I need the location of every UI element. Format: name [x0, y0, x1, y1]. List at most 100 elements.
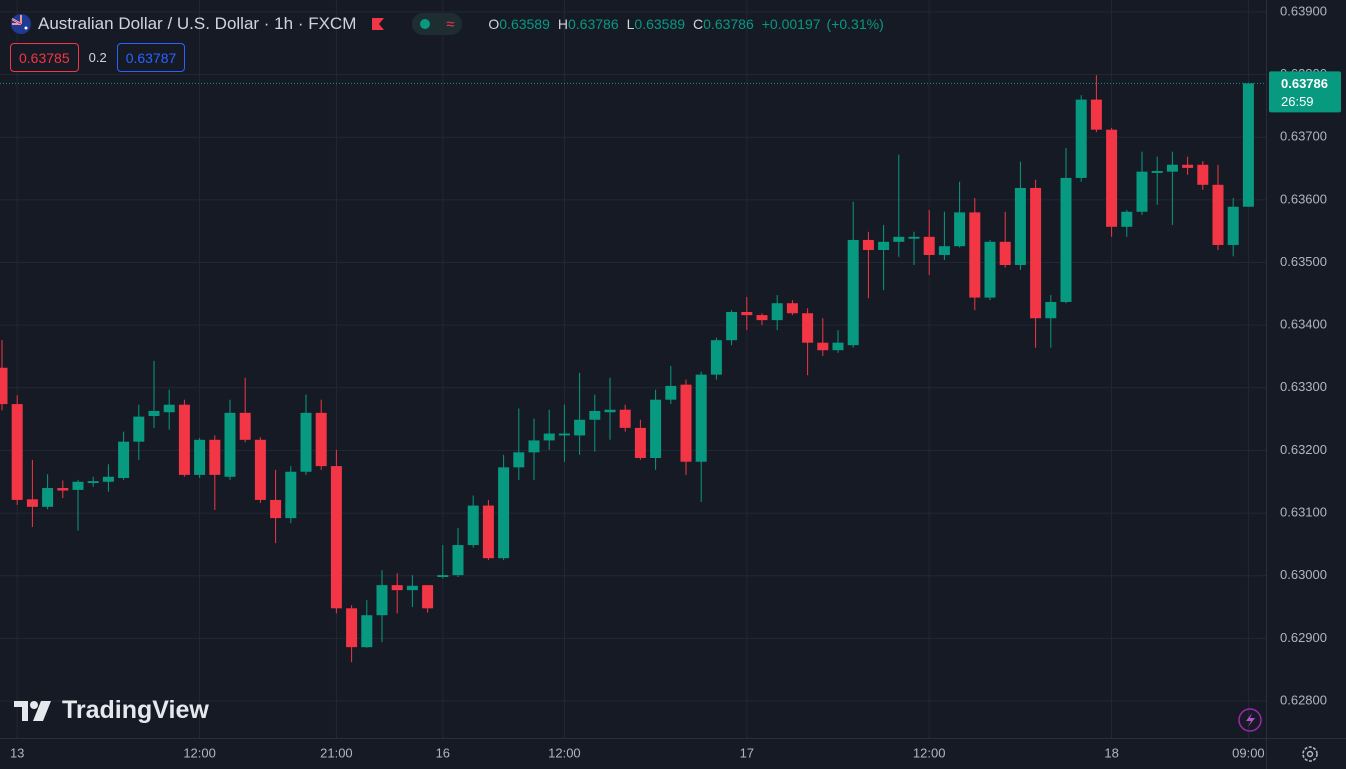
- candle-body: [1151, 171, 1163, 173]
- bid[interactable]: 0.63785: [10, 43, 79, 72]
- candle-body: [589, 410, 601, 420]
- watermark-logo: [14, 700, 51, 721]
- candle-body: [391, 585, 403, 591]
- candle-body: [513, 452, 525, 468]
- candle-body: [528, 440, 540, 453]
- y-tick-label: 0.63400: [1280, 317, 1327, 332]
- candle-body: [376, 585, 388, 616]
- last-price-tag: [1269, 71, 1341, 113]
- candle-body: [923, 236, 935, 255]
- candle-body: [87, 481, 99, 484]
- y-tick-label: 0.62800: [1280, 692, 1327, 707]
- candle-body: [680, 384, 692, 462]
- legend-value: 0.63786: [568, 16, 619, 32]
- candle-body: [802, 313, 814, 343]
- x-tick-label: 16: [436, 745, 450, 760]
- candle-body: [786, 303, 798, 314]
- spread: 0.2: [88, 50, 107, 65]
- candle-body: [239, 412, 251, 440]
- candle-body: [984, 241, 996, 298]
- candle-body: [1197, 164, 1209, 185]
- candle-body: [1227, 206, 1239, 245]
- candle-body: [634, 427, 646, 458]
- status-dot: [420, 19, 431, 29]
- symbol-title[interactable]: Australian Dollar / U.S. Dollar · 1h · F…: [38, 14, 357, 33]
- ask[interactable]: 0.63787: [116, 43, 186, 72]
- candle-body: [1106, 129, 1118, 227]
- candle-body: [558, 433, 570, 436]
- candle-body: [300, 412, 312, 472]
- y-tick-label: 0.63900: [1280, 3, 1327, 18]
- candle-body: [1166, 164, 1178, 172]
- last-price-label: 0.63786: [1281, 76, 1328, 91]
- candle-body: [437, 575, 449, 577]
- candle-body: [619, 409, 631, 428]
- market-status[interactable]: ≈: [412, 13, 463, 35]
- candle-body: [741, 311, 753, 316]
- legend-letter: C: [693, 16, 704, 32]
- candle-body: [938, 246, 950, 255]
- countdown-label: 26:59: [1281, 94, 1314, 109]
- candle-body: [42, 488, 54, 507]
- candle-body: [118, 441, 130, 479]
- legend-value: 0.63786: [703, 16, 754, 32]
- y-tick-label: 0.63600: [1280, 191, 1327, 206]
- x-tick-label: 12:00: [548, 745, 581, 760]
- y-tick-label: 0.62900: [1280, 630, 1327, 645]
- candle-body: [178, 404, 190, 475]
- candle-body: [422, 585, 434, 609]
- candle-body: [1045, 301, 1057, 319]
- lightning-icon: [1246, 713, 1255, 727]
- settings-button[interactable]: [1302, 746, 1318, 762]
- candle-body: [543, 433, 555, 441]
- legend-letter: H: [557, 16, 568, 32]
- candle-body: [893, 236, 905, 242]
- header: Australian Dollar / U.S. Dollar · 1h · F…: [10, 12, 884, 36]
- x-tick-label: 12:00: [913, 745, 946, 760]
- candle-body: [452, 545, 464, 576]
- candle-body: [726, 311, 738, 341]
- candle-body: [695, 374, 707, 462]
- candle-body: [315, 412, 327, 467]
- candle-body: [1014, 187, 1026, 266]
- candle-body: [270, 499, 282, 519]
- candle-body: [665, 385, 677, 400]
- y-tick-label: 0.63100: [1280, 505, 1327, 520]
- candle-body: [1121, 211, 1133, 227]
- candle-body: [11, 404, 23, 500]
- candle-body: [285, 471, 297, 519]
- candle-body: [1030, 187, 1042, 319]
- y-tick-label: 0.63300: [1280, 379, 1327, 394]
- candle-body: [361, 615, 373, 648]
- candle-body: [954, 212, 966, 247]
- legend-value: 0.63589: [499, 16, 550, 32]
- x-tick-label: 21:00: [320, 745, 353, 760]
- candle-body: [1090, 99, 1102, 130]
- y-tick-label: 0.63200: [1280, 442, 1327, 457]
- candle-body: [832, 342, 844, 351]
- legend-letter: O: [488, 16, 500, 32]
- flag-icon: [11, 14, 31, 34]
- candle-body: [330, 466, 342, 609]
- legend-letter: L: [626, 16, 635, 32]
- x-tick-label: 12:00: [183, 745, 216, 760]
- lightning-circle: [1238, 708, 1262, 732]
- candle-body: [26, 499, 38, 507]
- candle-body: [1060, 177, 1072, 302]
- candle-body: [650, 399, 662, 458]
- candle-body: [771, 303, 783, 321]
- wave-icon: ≈: [446, 15, 455, 33]
- change: +0.00197: [761, 16, 821, 32]
- candle-body: [710, 340, 722, 375]
- candle-body: [148, 410, 160, 416]
- candle-body: [482, 505, 494, 559]
- x-tick-label: 17: [740, 745, 754, 760]
- x-tick-label: 09:00: [1232, 745, 1265, 760]
- candle-body: [72, 481, 84, 490]
- candle-body: [1075, 99, 1087, 178]
- x-tick-label: 13: [10, 745, 24, 760]
- alert-flag[interactable]: [370, 16, 386, 32]
- lightning-button[interactable]: [1238, 708, 1262, 732]
